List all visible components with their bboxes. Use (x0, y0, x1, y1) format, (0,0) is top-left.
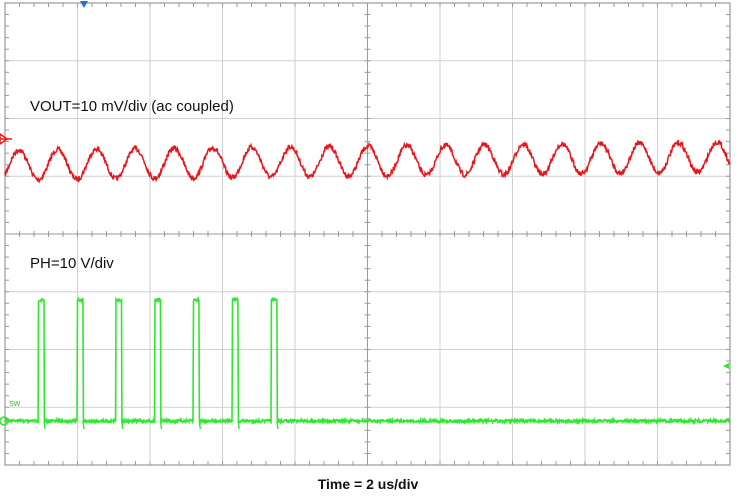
ph-edge-ringing (121, 420, 124, 430)
sw-marker-label: SW (9, 401, 21, 408)
ph-edge-ringing (159, 420, 163, 430)
ph-edge-ringing (237, 420, 240, 430)
ph-edge-ringing (43, 420, 46, 430)
trigger-marker-icon (80, 1, 88, 8)
ph-edge-ringing (276, 420, 279, 430)
scope-grid (4, 2, 731, 466)
vout-channel-label: VOUT=10 mV/div (ac coupled) (30, 98, 234, 115)
ch2-marker-icon (0, 416, 9, 426)
ph-edge-ringing (198, 420, 201, 430)
channel-markers (0, 1, 729, 426)
ph-edge-ringing (82, 420, 85, 430)
ch1-marker-icon (0, 133, 9, 145)
x-axis-label: Time = 2 us/div (318, 476, 419, 492)
vout-trace (4, 139, 731, 184)
trigger-level-icon (723, 363, 729, 369)
plot-border (4, 2, 731, 466)
ph-trace (4, 295, 731, 426)
ph-channel-label: PH=10 V/div (30, 255, 114, 272)
scope-traces (4, 139, 731, 430)
